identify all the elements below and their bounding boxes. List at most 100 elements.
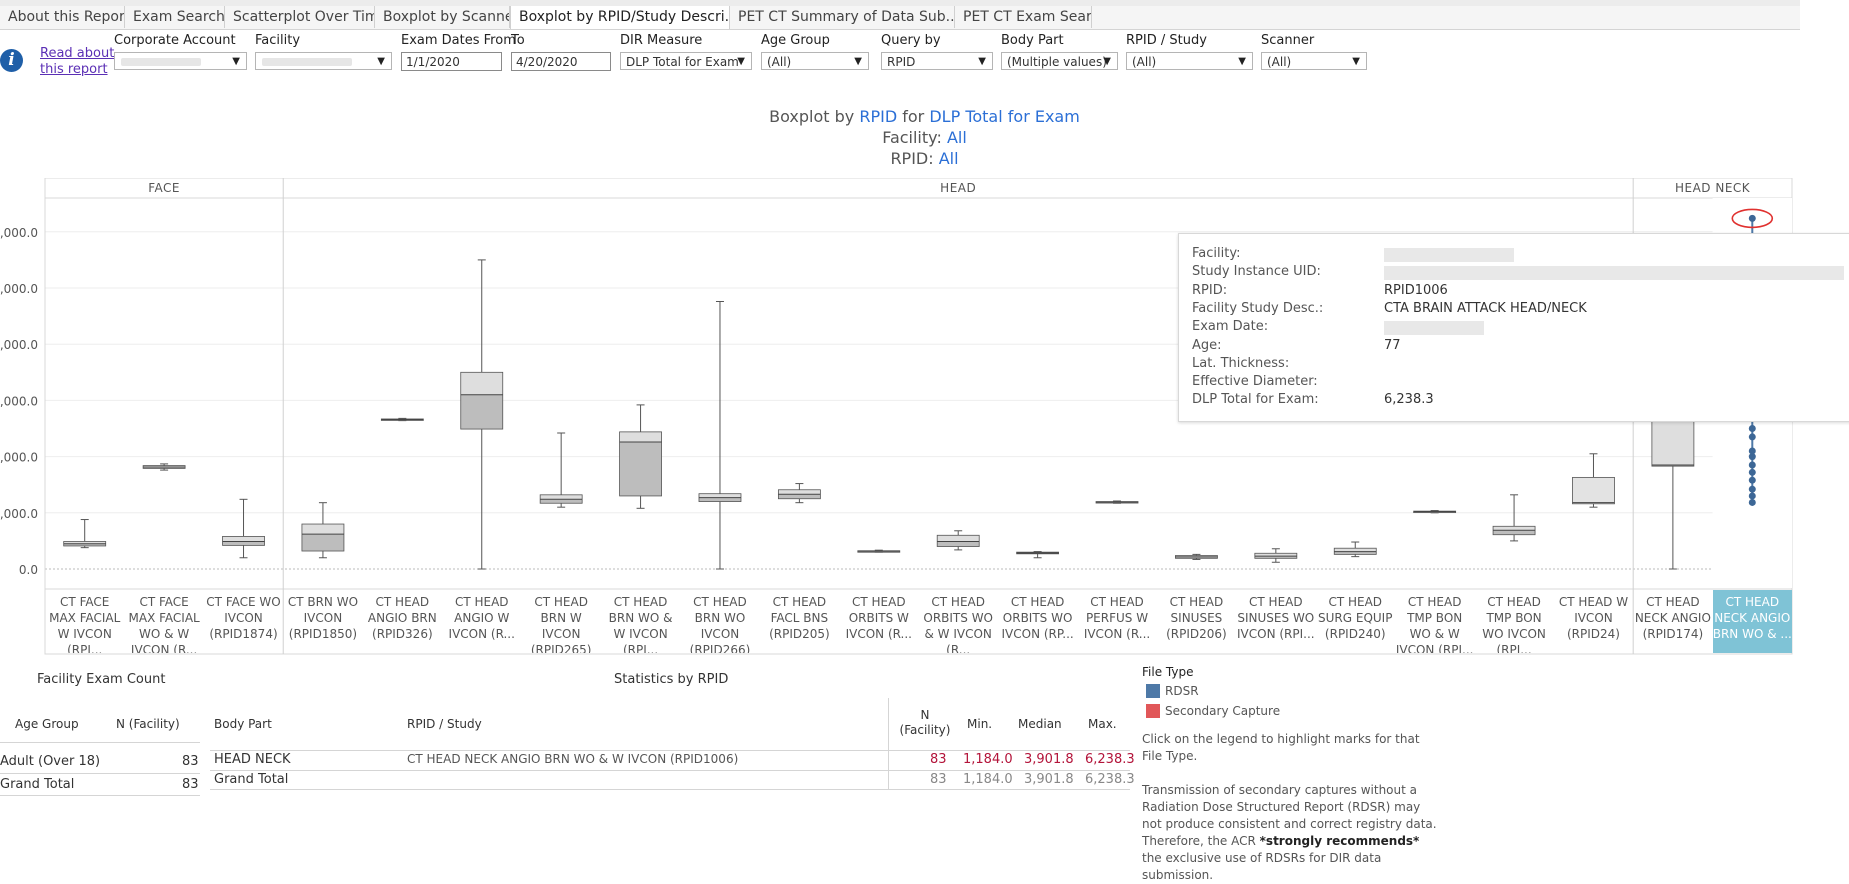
divider [0,742,200,743]
category-label[interactable]: CT HEAD SINUSES (RPID206) [1166,595,1227,641]
chart-title: Boxplot by RPID for DLP Total for Exam [0,107,1849,126]
median-cell: 3,901.8 [1024,752,1074,767]
grand-total-min: 1,184.0 [963,772,1013,787]
to-label: To [511,33,525,48]
redacted-value [1384,266,1844,281]
query-by-value: RPID [887,55,916,69]
data-point [1748,433,1756,441]
legend-swatch-rdsr[interactable] [1146,684,1160,698]
category-label[interactable]: CT HEAD W IVCON (RPID24) [1558,595,1629,641]
box-lower [1572,502,1615,504]
tab-boxplot-by-rpid[interactable]: Boxplot by RPID/Study Descri... [510,6,730,29]
category-label[interactable]: CT FACE WO IVCON (RPID1874) [206,595,281,641]
read-about-link[interactable]: Read about this report [40,46,115,77]
grand-total-n: 83 [930,772,947,787]
category-label[interactable]: CT HEAD ANGIO W IVCON (R... [448,595,515,641]
y-tick-label: ,000.0 [0,507,38,521]
body-part-label: Body Part [1001,33,1064,48]
tab-pet-ct-exam-search[interactable]: PET CT Exam Search [955,6,1092,28]
category-label[interactable]: CT HEAD TMP BON WO & W IVCON (RPI... [1395,595,1474,653]
median-header: Median [1018,717,1062,731]
title-rpid: RPID: All [0,149,1849,168]
rdsr-note-emphasis: *strongly recommends* [1259,834,1420,848]
tooltip-key: RPID: [1192,282,1228,298]
box-outline [1572,476,1615,505]
data-point [1748,498,1756,506]
data-point [1748,214,1756,222]
category-label[interactable]: CT HEAD BRN WO IVCON (RPID266) [689,595,751,653]
scanner-label: Scanner [1261,33,1315,48]
category-label[interactable]: CT HEAD ORBITS W IVCON (R... [845,595,912,641]
corporate-account-label: Corporate Account [114,33,236,48]
category-label[interactable]: CT HEAD SURG EQUIP (RPID240) [1318,595,1393,641]
legend-item-secondary-capture[interactable]: Secondary Capture [1165,704,1281,718]
exam-dates-to-input[interactable]: 4/20/2020 [511,52,611,71]
data-point [1748,425,1756,432]
scanner-select[interactable]: (All) ▼ [1261,52,1367,70]
rpid-study-select[interactable]: (All) ▼ [1126,52,1253,70]
box-lower [222,541,265,546]
tab-pet-ct-summary[interactable]: PET CT Summary of Data Sub... [730,6,955,28]
corporate-account-select[interactable]: ▼ [114,52,247,70]
facility-label: Facility [255,33,301,48]
box-lower [1493,530,1536,535]
redacted-value [262,58,352,66]
data-point [1748,476,1756,484]
category-label[interactable]: CT HEAD SINUSES WO IVCON (RPI... [1237,595,1315,641]
legend-swatch-secondary-capture[interactable] [1146,704,1160,718]
rdsr-note-text-end: the exclusive use of RDSRs for DIR data … [1142,851,1382,882]
rpid-study-label: RPID / Study [1126,33,1207,48]
category-label[interactable]: CT BRN WO IVCON (RPID1850) [287,595,359,641]
box-outline [460,371,504,430]
category-label[interactable]: CT HEAD ORBITS WO & W IVCON (R... [923,595,994,653]
tab-exam-search[interactable]: Exam Search [125,6,225,28]
category-label[interactable]: CT HEAD NECK ANGIO (RPID174) [1634,595,1711,641]
rpid-study-value: (All) [1132,55,1157,69]
query-by-select[interactable]: RPID ▼ [881,52,993,70]
n-facility-header: N (Facility) [899,708,951,737]
box-upper [63,541,106,544]
category-label[interactable]: CT HEAD ANGIO BRN (RPID326) [367,595,437,641]
tab-bar: About this Report Exam Search Scatterplo… [0,0,1800,30]
info-icon[interactable]: i [0,49,23,72]
category-label[interactable]: CT HEAD PERFUS W IVCON (R... [1083,595,1151,641]
title-query: RPID [859,107,898,126]
category-label[interactable]: CT FACE MAX FACIAL WO & W IVCON (R... [128,595,200,653]
age-group-cell: Adult (Over 18) [0,754,101,769]
tooltip-value: RPID1006 [1384,282,1448,298]
body-part-select[interactable]: (Multiple values) ▼ [1001,52,1118,70]
tooltip-key: Lat. Thickness: [1192,355,1290,371]
facility-caption-value: All [946,128,967,147]
tab-boxplot-by-scanner[interactable]: Boxplot by Scanner [375,6,510,28]
category-label[interactable]: CT HEAD BRN W IVCON (RPID265) [530,595,592,653]
dir-measure-select[interactable]: DLP Total for Exam ▼ [620,52,752,70]
highlight-ring [1731,208,1774,229]
panel-header: HEAD [940,181,976,195]
category-label[interactable]: CT HEAD TMP BON WO IVCON (RPI... [1482,595,1546,653]
category-label[interactable]: CT HEAD NECK ANGIO BRN WO & ... [1712,590,1792,653]
data-point [1748,461,1756,469]
box-upper [1254,553,1297,557]
chevron-down-icon: ▼ [1238,56,1246,67]
tooltip: Facility: Study Instance UID: RPID: RPID100… [1178,233,1849,422]
age-group-select[interactable]: (All) ▼ [761,52,869,70]
box-upper [698,493,741,498]
category-label[interactable]: CT FACE MAX FACIAL W IVCON (RPI... [49,595,121,653]
scanner-value: (All) [1267,55,1292,69]
legend-item-rdsr[interactable]: RDSR [1165,684,1199,698]
box-upper [301,524,344,535]
tab-about-report[interactable]: About this Report [0,6,125,28]
facility-exam-count-title: Facility Exam Count [37,672,166,687]
grand-total-median: 3,901.8 [1024,772,1074,787]
panel-header: FACE [148,181,180,195]
tab-scatterplot-over-time[interactable]: Scatterplot Over Time [225,6,375,28]
grand-total-max: 6,238.3 [1085,772,1135,787]
exam-dates-from-input[interactable]: 1/1/2020 [401,52,502,71]
category-label[interactable]: CT HEAD FACL BNS (RPID205) [769,595,830,641]
facility-select[interactable]: ▼ [255,52,392,70]
min-cell: 1,184.0 [963,752,1013,767]
category-label[interactable]: CT HEAD ORBITS WO IVCON (RP... [1001,595,1074,641]
age-group-value: (All) [767,55,792,69]
redacted-value [1384,321,1484,336]
category-label[interactable]: CT HEAD BRN WO & W IVCON (RPI... [608,595,673,653]
